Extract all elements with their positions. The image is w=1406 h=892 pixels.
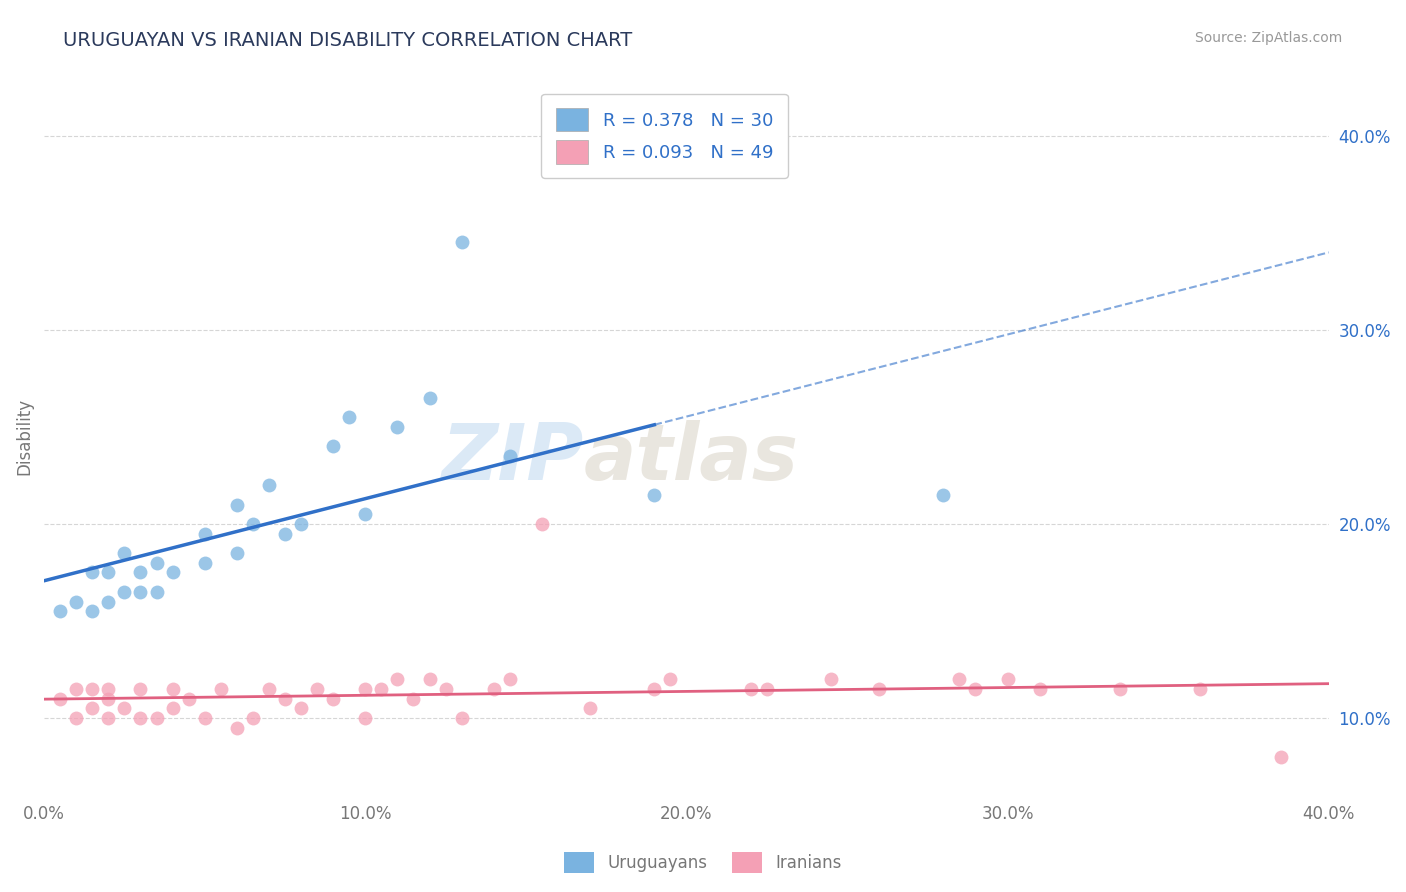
Text: atlas: atlas — [583, 420, 799, 496]
Point — [145, 711, 167, 725]
Point — [209, 681, 232, 696]
Point — [145, 585, 167, 599]
Point — [162, 681, 184, 696]
Point — [387, 673, 409, 687]
Point — [274, 526, 297, 541]
Point — [418, 391, 440, 405]
Point — [402, 691, 425, 706]
Point — [82, 681, 104, 696]
Point — [354, 681, 377, 696]
Text: Source: ZipAtlas.com: Source: ZipAtlas.com — [1195, 31, 1343, 45]
Point — [145, 556, 167, 570]
Point — [450, 235, 472, 250]
Point — [820, 673, 842, 687]
Point — [740, 681, 762, 696]
Point — [97, 691, 120, 706]
Point — [290, 516, 312, 531]
Point — [450, 711, 472, 725]
Point — [194, 711, 217, 725]
Point — [322, 691, 344, 706]
Point — [97, 711, 120, 725]
Point — [354, 508, 377, 522]
Point — [49, 691, 72, 706]
Point — [82, 566, 104, 580]
Point — [112, 585, 135, 599]
Point — [579, 701, 602, 715]
Point — [65, 711, 87, 725]
Point — [225, 498, 247, 512]
Point — [387, 420, 409, 434]
Point — [354, 711, 377, 725]
Legend: Uruguayans, Iranians: Uruguayans, Iranians — [557, 846, 849, 880]
Point — [530, 516, 553, 531]
Point — [755, 681, 778, 696]
Point — [948, 673, 970, 687]
Point — [868, 681, 890, 696]
Point — [1270, 750, 1292, 764]
Point — [177, 691, 200, 706]
Point — [97, 681, 120, 696]
Legend: R = 0.378   N = 30, R = 0.093   N = 49: R = 0.378 N = 30, R = 0.093 N = 49 — [541, 94, 787, 178]
Point — [112, 701, 135, 715]
Point — [1028, 681, 1050, 696]
Point — [97, 566, 120, 580]
Point — [242, 711, 264, 725]
Point — [225, 721, 247, 735]
Point — [65, 594, 87, 608]
Point — [162, 701, 184, 715]
Point — [162, 566, 184, 580]
Point — [225, 546, 247, 560]
Point — [274, 691, 297, 706]
Point — [257, 681, 280, 696]
Point — [49, 604, 72, 618]
Point — [194, 526, 217, 541]
Point — [129, 566, 152, 580]
Point — [307, 681, 329, 696]
Point — [82, 701, 104, 715]
Point — [257, 478, 280, 492]
Point — [643, 488, 665, 502]
Point — [129, 585, 152, 599]
Point — [499, 673, 522, 687]
Point — [1189, 681, 1212, 696]
Point — [997, 673, 1019, 687]
Point — [242, 516, 264, 531]
Text: URUGUAYAN VS IRANIAN DISABILITY CORRELATION CHART: URUGUAYAN VS IRANIAN DISABILITY CORRELAT… — [63, 31, 633, 50]
Point — [65, 681, 87, 696]
Point — [965, 681, 987, 696]
Point — [643, 681, 665, 696]
Y-axis label: Disability: Disability — [15, 398, 32, 475]
Point — [112, 546, 135, 560]
Point — [82, 604, 104, 618]
Point — [337, 410, 360, 425]
Point — [322, 439, 344, 453]
Point — [97, 594, 120, 608]
Point — [129, 681, 152, 696]
Point — [370, 681, 392, 696]
Point — [129, 711, 152, 725]
Point — [418, 673, 440, 687]
Point — [194, 556, 217, 570]
Point — [482, 681, 505, 696]
Point — [932, 488, 955, 502]
Point — [499, 449, 522, 463]
Point — [659, 673, 682, 687]
Text: ZIP: ZIP — [441, 420, 583, 496]
Point — [434, 681, 457, 696]
Point — [290, 701, 312, 715]
Point — [1109, 681, 1132, 696]
